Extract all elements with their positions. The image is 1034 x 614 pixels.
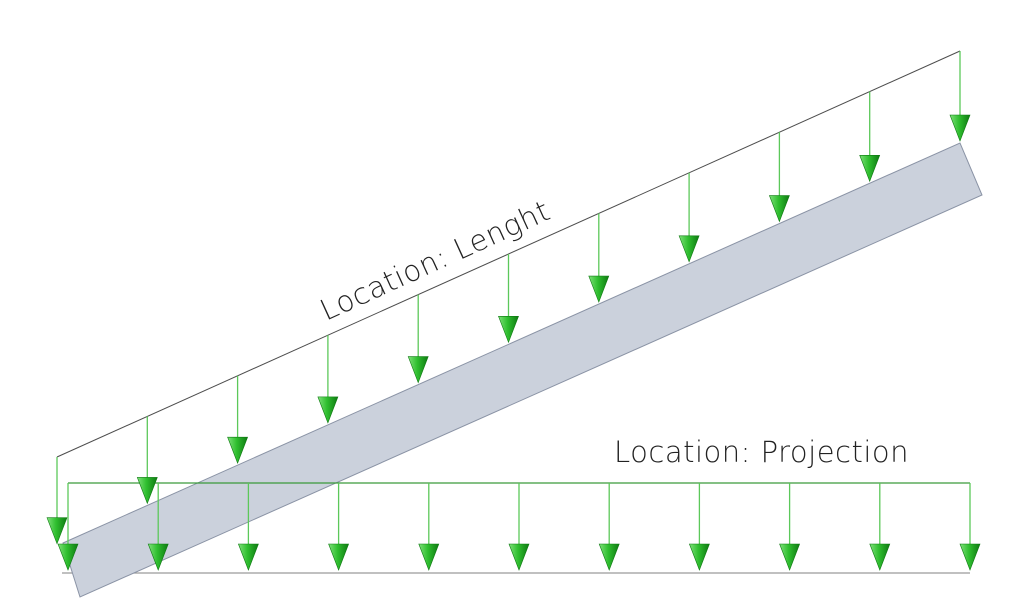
projection-load-arrow <box>237 483 259 571</box>
length-load-arrow <box>317 335 339 424</box>
length-location-label: Location: Lenght <box>315 193 555 327</box>
length-load-arrow <box>768 132 790 223</box>
projection-load-arrow <box>328 483 350 571</box>
length-load-arrow <box>136 416 158 505</box>
length-load-arrow <box>407 294 429 384</box>
projection-load-arrow <box>57 483 79 571</box>
length-load-arrow <box>678 172 700 263</box>
projection-load-arrow <box>418 483 440 571</box>
length-load-arrow <box>46 457 68 545</box>
projection-load-arrow <box>869 483 891 571</box>
length-load-arrow <box>227 375 249 464</box>
length-load-arrow <box>588 213 610 303</box>
projection-load-arrow <box>688 483 710 571</box>
length-load-arrow <box>498 254 519 344</box>
projection-load-arrow <box>779 483 801 571</box>
length-load-arrow <box>859 91 881 183</box>
length-load-arrows <box>46 51 971 545</box>
projection-location-label: Location: Projection <box>614 435 909 469</box>
length-load-arrow <box>949 51 971 142</box>
projection-load-arrows <box>57 483 981 571</box>
projection-load-arrow <box>508 483 530 571</box>
projection-load-arrow <box>598 483 620 571</box>
projection-load-arrow <box>959 483 981 571</box>
projection-load-arrow <box>147 483 169 571</box>
